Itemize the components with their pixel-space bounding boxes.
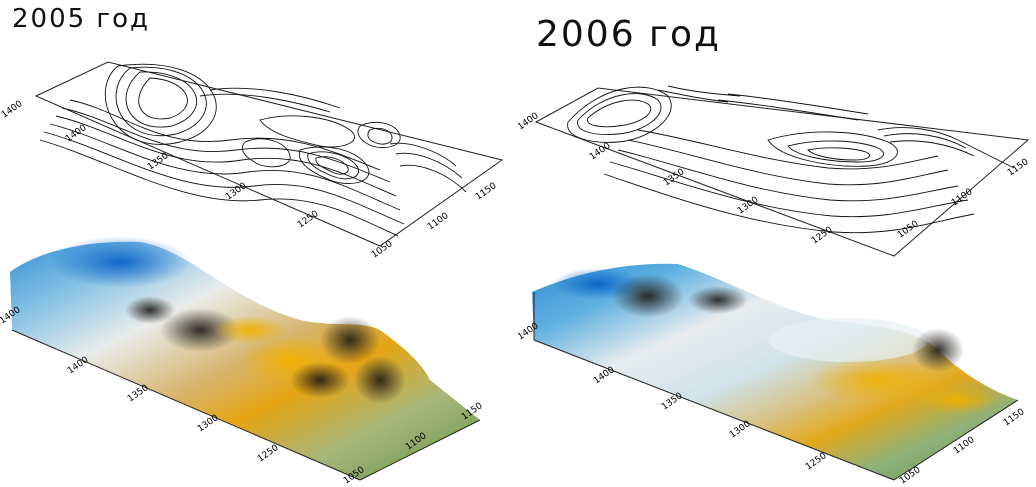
contour-tick: 1350 [146, 151, 171, 172]
contour-tick: 1150 [474, 181, 499, 202]
contour-tick: 1400 [0, 99, 25, 120]
panel-2005: 2005 год [0, 4, 504, 486]
contour-map: 1400 1400 1350 1300 1250 1050 1100 1150 [0, 61, 504, 260]
contour-tick: 1150 [1006, 157, 1031, 178]
contour-map: 1400 1400 1350 1300 1250 1050 1100 1150 [518, 85, 1031, 257]
surface-map: 1400 1400 1350 1300 1250 1050 1100 1150 [0, 236, 485, 486]
maps-2005: 1400 1400 1350 1300 1250 1050 1100 1150 [0, 61, 504, 486]
surface-tick: 1150 [1002, 407, 1027, 428]
panel-2006: 2006 год [518, 0, 1036, 487]
maps-2006: 1400 1400 1350 1300 1250 1050 1100 1150 [518, 85, 1031, 486]
surface-tick: 1250 [256, 443, 281, 464]
contour-tick: 1100 [426, 211, 451, 232]
surface-map: 1400 1400 1350 1300 1250 1050 1100 1150 [518, 263, 1027, 486]
surface-tick: 1250 [804, 451, 829, 472]
panel-title: 2005 год [12, 4, 150, 34]
contour-tick: 1400 [64, 123, 89, 144]
panel-title: 2006 год [536, 14, 721, 55]
